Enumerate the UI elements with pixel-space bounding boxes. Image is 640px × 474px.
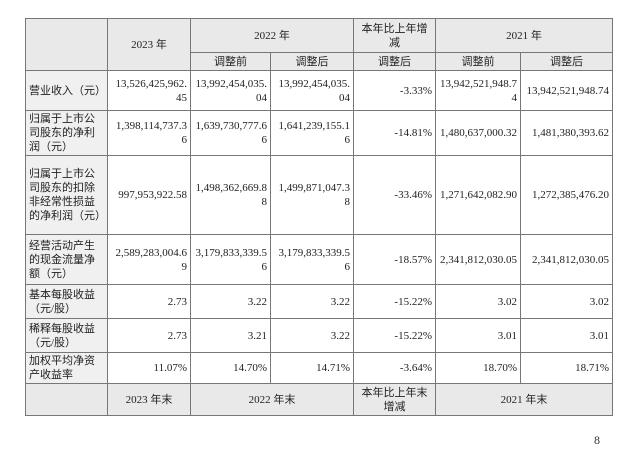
table-cell: 11.07%: [107, 352, 191, 384]
table-cell: 3.21: [190, 318, 271, 353]
table-cell: 调整前: [190, 52, 271, 71]
table-cell: 2.73: [107, 284, 191, 319]
table-cell: 3.02: [520, 284, 613, 319]
table-cell: 18.71%: [520, 352, 613, 384]
table-cell: 2,341,812,030.05: [435, 234, 521, 285]
table-row: 归属于上市公司股东的扣除非经常性损益的净利润（元） 997,953,922.58 1…: [25, 155, 613, 235]
table-cell: 1,271,642,082.90: [435, 155, 521, 235]
table-cell: 经营活动产生的现金流量净额（元）: [25, 234, 108, 285]
table-cell: 稀释每股收益（元/股）: [25, 318, 108, 353]
table-row: 归属于上市公司股东的净利润（元） 1,398,114,737.36 1,639,73…: [25, 110, 613, 156]
table-cell: 归属于上市公司股东的净利润（元）: [25, 110, 108, 156]
table-row: 经营活动产生的现金流量净额（元） 2,589,283,004.69 3,179,83…: [25, 234, 613, 285]
table-cell: 2,589,283,004.69: [107, 234, 191, 285]
table-cell: 18.70%: [435, 352, 521, 384]
table-cell: 1,499,871,047.38: [270, 155, 354, 235]
table-cell: 3.01: [435, 318, 521, 353]
table-cell: 1,480,637,000.32: [435, 110, 521, 156]
table-row: 营业收入（元） 13,526,425,962.45 13,992,454,035.0…: [25, 70, 613, 111]
financial-table: 2023 年 2022 年本年比上年增减 2021 年调整前 调整后 调整后 调整前 调整后…: [25, 18, 613, 416]
table-cell: 1,498,362,669.88: [190, 155, 271, 235]
table-cell: -14.81%: [353, 110, 436, 156]
table-cell: 加权平均净资产收益率: [25, 352, 108, 384]
table-cell: 本年比上年增减: [353, 18, 436, 53]
table-cell: 14.70%: [190, 352, 271, 384]
table-cell: 3.02: [435, 284, 521, 319]
table-cell: 基本每股收益（元/股）: [25, 284, 108, 319]
table-cell: -3.33%: [353, 70, 436, 111]
table-cell: 13,992,454,035.04: [270, 70, 354, 111]
table-cell: -15.22%: [353, 318, 436, 353]
table-cell: -15.22%: [353, 284, 436, 319]
table-cell: 2023 年: [107, 18, 191, 71]
table-cell: 3.22: [270, 284, 354, 319]
table-cell: 14.71%: [270, 352, 354, 384]
table-cell: 2021 年末: [435, 383, 613, 416]
table-cell: 2023 年末: [107, 383, 191, 416]
table-cell: 调整后: [520, 52, 613, 71]
table-cell: 2022 年末: [190, 383, 354, 416]
table-cell: -18.57%: [353, 234, 436, 285]
table-cell: 1,639,730,777.66: [190, 110, 271, 156]
table-cell: 13,942,521,948.74: [520, 70, 613, 111]
table-cell: 2021 年: [435, 18, 613, 53]
table-cell: 2022 年: [190, 18, 354, 53]
table-cell: [25, 383, 108, 416]
table-cell: 3.22: [190, 284, 271, 319]
table-row: 2023 年 2022 年本年比上年增减 2021 年: [25, 18, 613, 71]
table-cell: 2,341,812,030.05: [520, 234, 613, 285]
table-cell: 3.22: [270, 318, 354, 353]
table-row: 加权平均净资产收益率 11.07% 14.70% 14.71% -3.64% 18.70%…: [25, 352, 613, 384]
table-cell: 13,992,454,035.04: [190, 70, 271, 111]
table-cell: 2.73: [107, 318, 191, 353]
table-cell: 997,953,922.58: [107, 155, 191, 235]
table-cell: 13,942,521,948.74: [435, 70, 521, 111]
table-cell: 归属于上市公司股东的扣除非经常性损益的净利润（元）: [25, 155, 108, 235]
table-row: 基本每股收益（元/股） 2.73 3.22 3.22 -15.22% 3.02 3.02: [25, 284, 613, 319]
table-cell: 1,481,380,393.62: [520, 110, 613, 156]
table-cell: 本年比上年末增减: [353, 383, 436, 416]
table-cell: [25, 18, 108, 71]
table-cell: -3.64%: [353, 352, 436, 384]
table-row: 调整前 调整后 调整后 调整前 调整后: [26, 52, 613, 71]
table-row: 稀释每股收益（元/股） 2.73 3.21 3.22 -15.22% 3.01 3.01: [25, 318, 613, 353]
table-cell: 1,398,114,737.36: [107, 110, 191, 156]
table-cell: 调整后: [270, 52, 354, 71]
page-number: 8: [594, 433, 600, 447]
table-cell: 营业收入（元）: [25, 70, 108, 111]
table-cell: 3.01: [520, 318, 613, 353]
table-cell: 3,179,833,339.56: [190, 234, 271, 285]
table-cell: 1,272,385,476.20: [520, 155, 613, 235]
table-cell: 调整后: [353, 52, 436, 71]
table-row: 2023 年末 2022 年末 本年比上年末增减 2021 年末: [25, 383, 613, 416]
table-cell: 13,526,425,962.45: [107, 70, 191, 111]
table-cell: -33.46%: [353, 155, 436, 235]
table-cell: 1,641,239,155.16: [270, 110, 354, 156]
table-cell: 调整前: [435, 52, 521, 71]
table-cell: 3,179,833,339.56: [270, 234, 354, 285]
